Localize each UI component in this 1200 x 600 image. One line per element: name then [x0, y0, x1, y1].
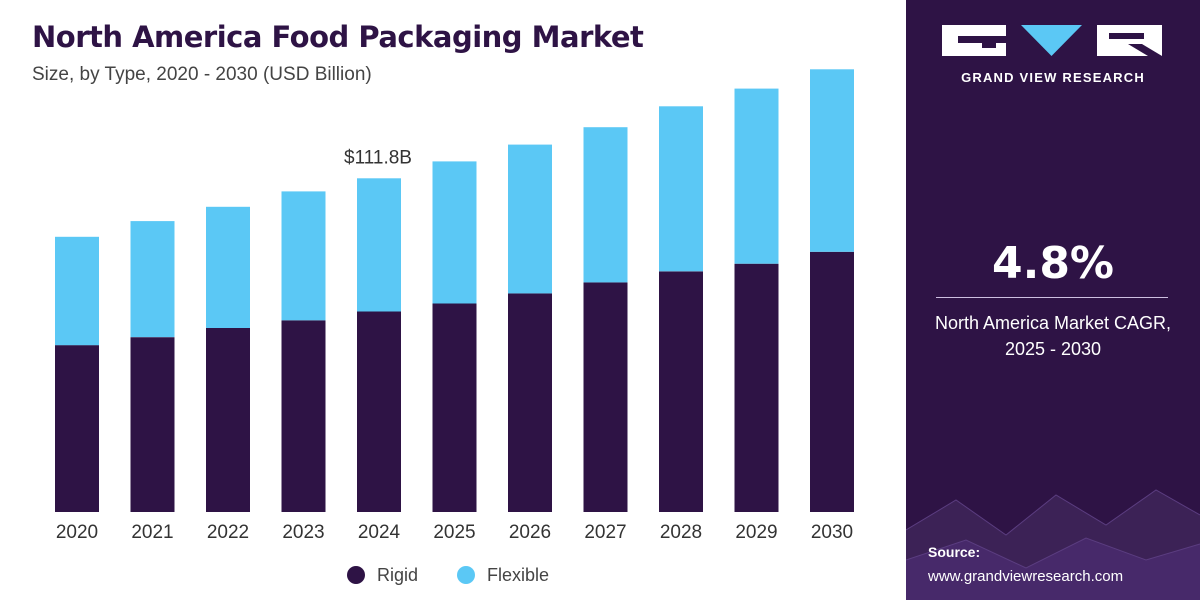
- x-tick-label-2028: 2028: [660, 522, 702, 543]
- decorative-texture: [906, 489, 1200, 600]
- bar-flexible-2022: [206, 206, 250, 328]
- source-label: Source:: [928, 544, 981, 560]
- x-tick-label-2029: 2029: [735, 522, 777, 543]
- x-tick-label-2020: 2020: [56, 522, 98, 543]
- bar-flexible-2027: [583, 127, 628, 283]
- bar-rigid-2023: [281, 320, 326, 512]
- legend-swatch-flexible: [457, 566, 475, 584]
- cagr-divider: [936, 297, 1168, 298]
- bar-flexible-2025: [432, 161, 477, 304]
- cagr-label-line1: North America Market CAGR,: [934, 313, 1172, 333]
- bar-flexible-2028: [659, 106, 703, 272]
- x-tick-label-2025: 2025: [433, 522, 475, 543]
- cagr-label-line2: 2025 - 2030: [1004, 339, 1102, 359]
- x-tick-label-2021: 2021: [131, 522, 173, 543]
- brand-name: GRAND VIEW RESEARCH: [961, 70, 1145, 85]
- legend-swatch-rigid: [347, 566, 365, 584]
- bar-rigid-2027: [583, 282, 628, 512]
- bar-rigid-2022: [206, 328, 250, 512]
- grand-view-research-logo: [942, 25, 1162, 56]
- bar-rigid-2025: [432, 303, 477, 512]
- logo-letter-g-icon: [942, 25, 1006, 56]
- x-tick-label-2023: 2023: [282, 522, 324, 543]
- logo-letter-r-icon: [1097, 25, 1162, 56]
- side-panel: GRAND VIEW RESEARCH 4.8% North America M…: [906, 0, 1200, 600]
- chart-subtitle: Size, by Type, 2020 - 2030 (USD Billion): [32, 64, 372, 85]
- chart-title: North America Food Packaging Market: [32, 20, 644, 54]
- source-link[interactable]: www.grandviewresearch.com: [928, 568, 1124, 585]
- bar-rigid-2026: [508, 293, 552, 512]
- cagr-label: North America Market CAGR, 2025 - 2030: [906, 310, 1200, 362]
- bar-flexible-2021: [130, 221, 175, 338]
- bar-flexible-2029: [734, 88, 779, 264]
- x-tick-label-2027: 2027: [584, 522, 626, 543]
- bar-rigid-2029: [734, 263, 779, 512]
- bar-rigid-2028: [659, 271, 703, 512]
- logo-letter-v-icon: [1021, 25, 1082, 56]
- bar-flexible-2024: [357, 178, 401, 312]
- bar-rigid-2030: [810, 251, 854, 513]
- chart-panel: North America Food Packaging Market Size…: [32, 20, 854, 585]
- cagr-value: 4.8%: [991, 238, 1115, 289]
- bar-flexible-2023: [281, 191, 326, 321]
- bar-rigid-2020: [55, 345, 99, 512]
- x-tick-label-2022: 2022: [207, 522, 249, 543]
- legend-label-rigid: Rigid: [377, 565, 418, 585]
- bar-flexible-2020: [55, 236, 99, 346]
- stacked-bar-chart: 2020 2021 2022 2023 2024 2025 2026 2027 2028 2029…: [55, 69, 854, 585]
- legend-label-flexible: Flexible: [487, 565, 549, 585]
- bar-rigid-2021: [130, 337, 175, 512]
- x-tick-label-2024: 2024: [358, 522, 401, 543]
- bar-flexible-2030: [810, 69, 854, 252]
- x-tick-label-2026: 2026: [509, 522, 551, 543]
- x-tick-label-2030: 2030: [811, 522, 853, 543]
- data-label-2024: $111.8B: [344, 147, 412, 168]
- bar-flexible-2026: [508, 144, 552, 294]
- bar-rigid-2024: [357, 311, 401, 512]
